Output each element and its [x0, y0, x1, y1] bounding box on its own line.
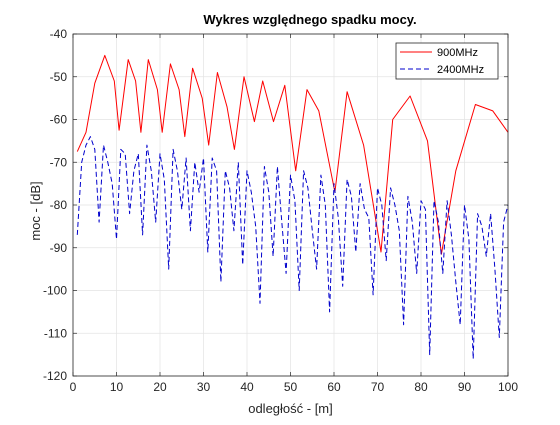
- x-tick-label: 40: [240, 380, 254, 394]
- x-tick-label: 30: [197, 380, 211, 394]
- legend-box: [395, 42, 499, 80]
- y-tick-label: -90: [50, 241, 68, 255]
- x-tick-label: 50: [284, 380, 298, 394]
- legend-label-900mhz: 900MHz: [437, 47, 478, 59]
- x-tick-label: 0: [70, 380, 77, 394]
- axes-box: [72, 33, 509, 377]
- series-group: [76, 54, 509, 360]
- x-tick-label: 10: [110, 380, 124, 394]
- y-tick-label: -110: [44, 326, 67, 340]
- x-tick-label: 60: [327, 380, 341, 394]
- tick-labels: 0 10 20 30 40 50 60 70 80 90 100 -40 -50 -60 -70 -80 -90…: [43, 27, 518, 394]
- y-tick-label: -100: [43, 284, 67, 298]
- y-tick-label: -50: [50, 70, 68, 84]
- y-tick-label: -80: [50, 198, 68, 212]
- y-tick-label: -70: [50, 155, 68, 169]
- x-tick-label: 100: [498, 380, 518, 394]
- x-tick-label: 20: [153, 380, 167, 394]
- legend-label-2400mhz: 2400MHz: [437, 64, 484, 76]
- axes: [72, 33, 509, 377]
- x-tick-label: 90: [458, 380, 472, 394]
- y-tick-label: -60: [50, 113, 68, 127]
- x-tick-label: 80: [414, 380, 428, 394]
- series-line-2400mhz: [76, 136, 509, 360]
- series-line-900mhz: [76, 54, 509, 255]
- legend: 900MHz 2400MHz: [395, 42, 499, 80]
- y-tick-label: -40: [50, 27, 68, 41]
- y-axis-label: moc - [dB]: [28, 181, 43, 240]
- chart-title: Wykres względnego spadku mocy.: [203, 12, 416, 27]
- y-tick-label: -120: [43, 369, 67, 383]
- x-axis-label: odległość - [m]: [248, 401, 333, 416]
- x-tick-label: 70: [371, 380, 385, 394]
